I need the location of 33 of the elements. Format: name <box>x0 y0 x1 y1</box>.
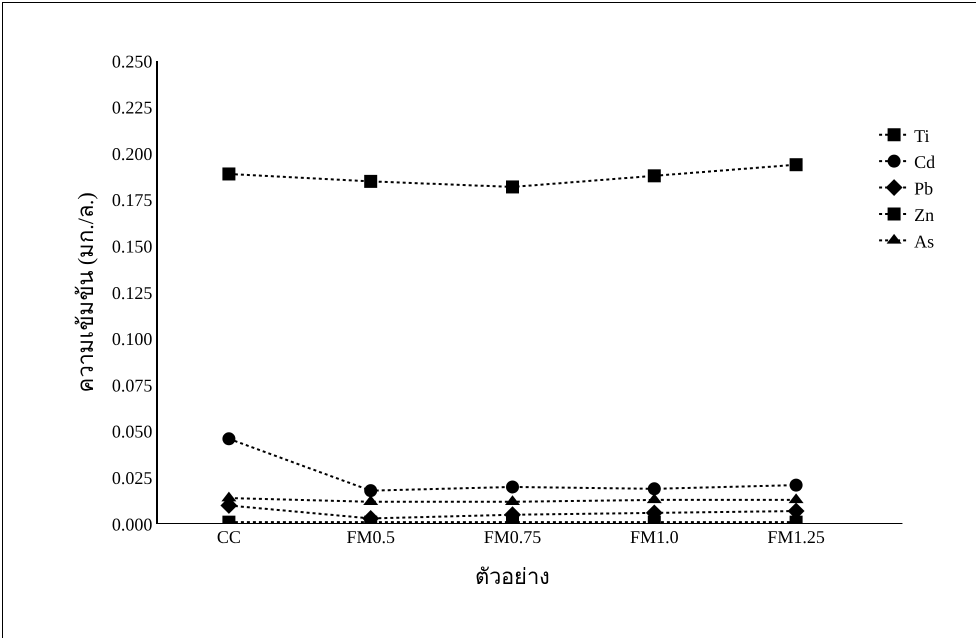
y-tick-label: 0.175 <box>112 190 152 210</box>
y-tick-label: 0.150 <box>112 236 152 256</box>
x-axis-title: ตัวอย่าง <box>475 564 550 589</box>
x-tick-label: CC <box>216 527 241 547</box>
point <box>648 482 661 496</box>
y-axis-title: ความเข้มข้น (มก./ล.) <box>73 192 98 393</box>
legend-label: Cd <box>914 152 936 172</box>
point <box>364 174 378 188</box>
legend-label: As <box>914 231 934 252</box>
point <box>506 180 519 194</box>
point <box>790 158 803 172</box>
point <box>790 478 803 492</box>
point <box>364 484 378 498</box>
legend-label: Ti <box>914 126 930 146</box>
point <box>506 480 519 494</box>
x-tick-label: FM0.5 <box>346 527 395 547</box>
x-tick-label: FM1.25 <box>767 527 825 547</box>
y-tick-label: 0.050 <box>112 422 152 442</box>
legend-label: Pb <box>914 178 934 199</box>
legend-label: Zn <box>914 204 934 225</box>
y-tick-label: 0.225 <box>112 98 152 118</box>
x-tick-label: FM1.0 <box>630 527 679 547</box>
y-tick-label: 0.125 <box>112 282 152 303</box>
y-tick-label: 0.100 <box>112 329 152 350</box>
y-tick-label: 0.075 <box>112 375 152 396</box>
y-tick-label: 0.200 <box>112 144 152 164</box>
point <box>648 169 661 182</box>
point <box>222 432 236 446</box>
y-tick-label: 0.000 <box>112 514 152 534</box>
y-tick-label: 0.250 <box>112 51 152 72</box>
y-tick-label: 0.025 <box>112 468 152 488</box>
point <box>222 167 236 180</box>
x-tick-label: FM0.75 <box>484 527 542 547</box>
